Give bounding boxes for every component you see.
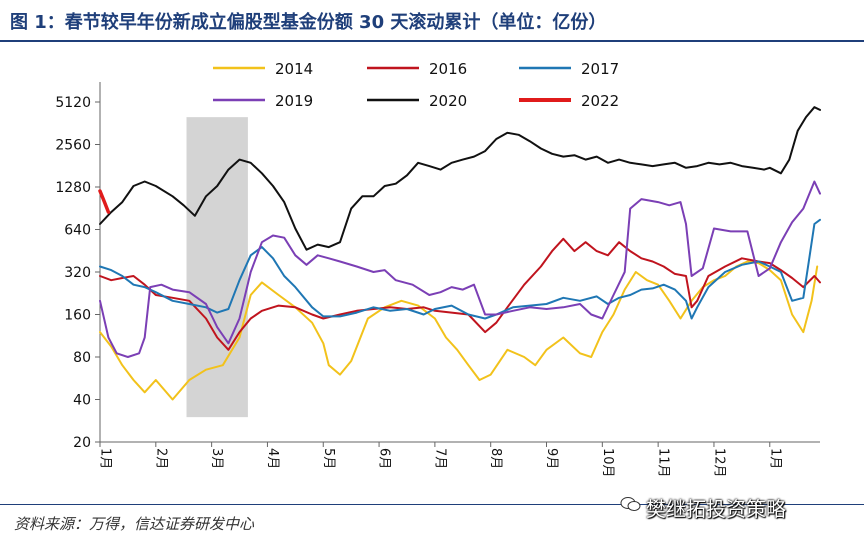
x-tick-label: 5月 [321,448,336,469]
y-tick-label: 20 [73,435,91,451]
x-tick-label: 10月 [600,448,615,478]
series-layer [98,106,821,401]
y-tick-label: 5120 [55,95,91,111]
wechat-icon [620,497,641,511]
series-line-2022 [98,189,111,214]
x-tick-label: 11月 [656,448,671,478]
x-tick-label: 2月 [153,448,168,469]
shaded-region-layer [186,117,248,418]
x-tick-label-group: 4月 [265,448,280,469]
legend-label-2014: 2014 [275,60,313,78]
legend-label-2022: 2022 [581,92,619,110]
x-tick-label-group: 3月 [209,448,224,469]
legend-label-2020: 2020 [429,92,467,110]
y-tick-label: 80 [73,350,91,366]
series-line-2019 [99,180,821,358]
x-tick-label-group: 7月 [432,448,447,469]
series-line-2017 [99,218,821,320]
x-tick-label: 12月 [711,448,726,478]
watermark-text: 樊继拓投资策略 [646,497,786,521]
x-tick-label-group: 1月 [767,448,782,469]
series-line-2016 [99,237,821,351]
y-tick-label: 640 [64,223,91,239]
x-tick-label-group: 10月 [600,448,615,478]
legend-label-2019: 2019 [275,92,313,110]
x-tick-label: 7月 [432,448,447,469]
x-tick-label-group: 8月 [488,448,503,469]
x-tick-label: 9月 [544,448,559,469]
legend-label-2017: 2017 [581,60,619,78]
legend: 2014 2016 2017 2019 2020 2022 [213,60,619,110]
shaded-period [186,117,248,418]
x-tick-label-group: 12月 [711,448,726,478]
y-tick-label: 160 [64,308,91,324]
source-note: 资料来源：万得，信达证券研发中心 [14,515,255,533]
x-tick-label: 6月 [377,448,392,469]
chart-svg: 20 40 80 160 320 640 1280 2560 5120 1月 2月 3月 4月 5月 6月 7… [55,60,821,478]
x-tick-label-group: 1月 [98,448,113,469]
chart-title: 图 1：春节较早年份新成立偏股型基金份额 30 天滚动累计（单位：亿份） [10,12,607,33]
source-rule [0,504,864,505]
series-line-2020 [99,106,821,251]
title-bar: 图 1：春节较早年份新成立偏股型基金份额 30 天滚动累计（单位：亿份） [0,0,864,44]
legend-label-2016: 2016 [429,60,467,78]
x-tick-label-group: 6月 [377,448,392,469]
x-tick-label: 1月 [767,448,782,469]
x-tick-label-group: 9月 [544,448,559,469]
x-tick-label-group: 11月 [656,448,671,478]
y-tick-label: 40 [73,393,91,409]
y-tick-label: 2560 [55,138,91,154]
x-tick-label: 1月 [98,448,113,469]
x-tick-label: 4月 [265,448,280,469]
title-rule [0,40,864,42]
x-tick-label-group: 5月 [321,448,336,469]
y-tick-label: 320 [64,265,91,281]
y-tick-label: 1280 [55,180,91,196]
x-tick-label: 8月 [488,448,503,469]
x-tick-label-group: 2月 [153,448,168,469]
x-tick-label: 3月 [209,448,224,469]
axis-layer: 20 40 80 160 320 640 1280 2560 5120 1月 2月 3月 4月 5月 6月 7… [55,82,820,478]
